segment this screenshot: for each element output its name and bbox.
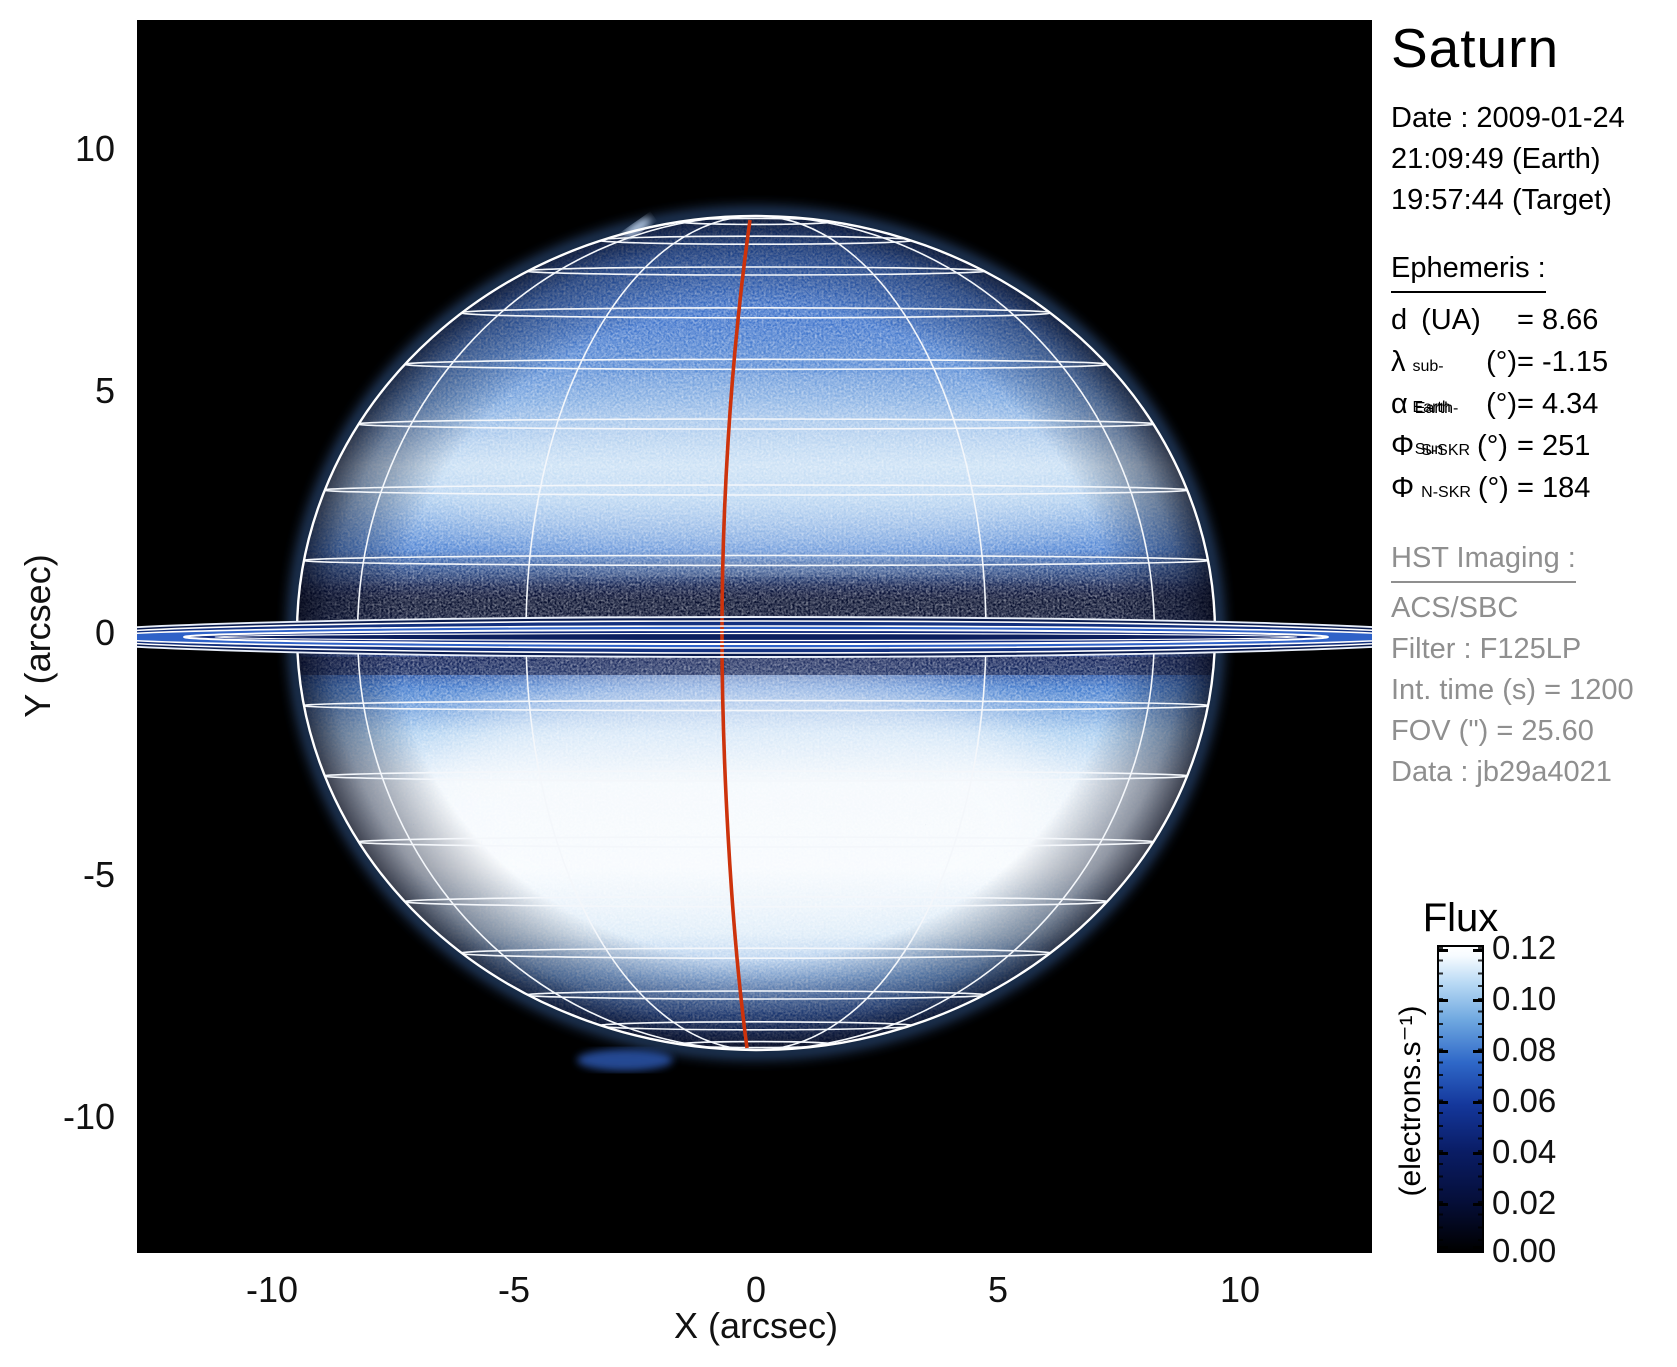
colorbar-tick (1439, 1101, 1448, 1104)
hst-heading: HST Imaging : (1391, 538, 1576, 583)
rings-fill (46, 617, 1466, 657)
unit: (UA) (1421, 304, 1481, 336)
colorbar-tick (1473, 999, 1482, 1002)
colorbar-tick (1439, 949, 1448, 952)
ephemeris-row-lambda: λ sub-Earth (°) = -1.15 (1391, 342, 1609, 416)
symbol-alpha: α (1391, 388, 1408, 420)
ephemeris-heading: Ephemeris : (1391, 248, 1546, 293)
page-title: Saturn (1391, 17, 1560, 79)
value: = 251 (1517, 430, 1591, 462)
colorbar-tick (1473, 1101, 1482, 1104)
y-tick-m5: -5 (82, 854, 115, 895)
unit: (°) (1486, 388, 1517, 420)
ephemeris-row-alpha: α Earth-Sun (°) = 4.34 (1391, 384, 1608, 458)
date-block: Date : 2009-01-24 21:09:49 (Earth) 19:57… (1391, 98, 1625, 221)
value: = -1.15 (1517, 346, 1609, 378)
y-axis-label: Y (arcsec) (17, 554, 58, 718)
x-tick-10: 10 (1219, 1269, 1261, 1310)
colorbar-tick (1439, 1050, 1448, 1053)
colorbar-tick (1473, 1246, 1482, 1249)
symbol-lambda: λ (1391, 346, 1406, 378)
date-line: Date : 2009-01-24 (1391, 102, 1625, 134)
flux-colorbar (1437, 945, 1484, 1253)
unit: (°) (1486, 346, 1517, 378)
colorbar-tick (1439, 999, 1448, 1002)
earth-time: 21:09:49 (Earth) (1391, 143, 1601, 175)
colorbar-label-006: 0.06 (1492, 1082, 1557, 1119)
y-tick-5: 5 (94, 370, 115, 411)
colorbar-tick (1439, 1152, 1448, 1155)
hst-filter: Filter : F125LP (1391, 633, 1582, 665)
saturn-image-plot (45, 20, 1467, 1253)
ephemeris-block: Ephemeris : d (UA) = 8.66 λ sub-Earth (°) =… (1391, 248, 1608, 510)
subscript: sub-Earth (1412, 358, 1451, 416)
x-tick-0: 0 (745, 1269, 767, 1310)
x-tick-5: 5 (987, 1269, 1009, 1310)
colorbar-tick (1473, 949, 1482, 952)
value: = 8.66 (1517, 304, 1599, 336)
hst-dataset: Data : jb29a4021 (1391, 756, 1612, 788)
colorbar-tick (1473, 1050, 1482, 1053)
limb-bright-spot (622, 217, 652, 239)
symbol-phi: Φ (1391, 430, 1415, 462)
colorbar-unit-label: (electrons.s⁻¹) (1394, 1005, 1427, 1197)
subscript: N-SKR (1421, 484, 1471, 501)
y-tick-10: 10 (74, 128, 115, 169)
colorbar-minor-ticks-left (1439, 947, 1443, 1251)
hst-int-time: Int. time (s) = 1200 (1391, 674, 1634, 706)
unit: (°) (1477, 472, 1509, 504)
x-tick-m5: -5 (497, 1269, 530, 1310)
colorbar-label-012: 0.12 (1492, 929, 1557, 966)
colorbar-label-004: 0.04 (1492, 1133, 1557, 1170)
ephemeris-row-phi-s: Φ S-SKR (°) = 251 (1391, 426, 1608, 468)
ephemeris-row-distance: d (UA) = 8.66 (1391, 300, 1608, 342)
value: = 184 (1517, 472, 1591, 504)
x-axis-label: X (arcsec) (673, 1305, 839, 1346)
y-tick-m10: -10 (62, 1096, 115, 1137)
y-tick-0: 0 (94, 612, 115, 653)
saturn-svg (45, 20, 1467, 1253)
hst-imaging-block: HST Imaging : ACS/SBC Filter : F125LP In… (1391, 538, 1634, 793)
hst-fov: FOV (") = 25.60 (1391, 715, 1594, 747)
ephemeris-row-phi-n: Φ N-SKR (°) = 184 (1391, 468, 1608, 510)
subscript: S-SKR (1421, 442, 1471, 459)
hst-instrument: ACS/SBC (1391, 592, 1519, 624)
subscript: Earth-Sun (1414, 400, 1459, 458)
colorbar-minor-ticks-right (1478, 947, 1482, 1251)
colorbar-label-010: 0.10 (1492, 980, 1557, 1017)
colorbar-title: Flux (1422, 896, 1499, 940)
colorbar-label-000: 0.00 (1492, 1232, 1557, 1269)
symbol-d: d (1391, 304, 1408, 336)
x-tick-m10: -10 (245, 1269, 299, 1310)
value: = 4.34 (1517, 388, 1599, 420)
south-polar-glow (577, 1049, 673, 1071)
colorbar-tick (1473, 1203, 1482, 1206)
unit: (°) (1477, 430, 1508, 462)
target-time: 19:57:44 (Target) (1391, 184, 1612, 216)
colorbar-label-002: 0.02 (1492, 1184, 1557, 1221)
symbol-phi: Φ (1391, 472, 1415, 504)
colorbar-tick (1439, 1246, 1448, 1249)
colorbar-tick (1473, 1152, 1482, 1155)
colorbar-label-008: 0.08 (1492, 1031, 1557, 1068)
colorbar-tick (1439, 1203, 1448, 1206)
